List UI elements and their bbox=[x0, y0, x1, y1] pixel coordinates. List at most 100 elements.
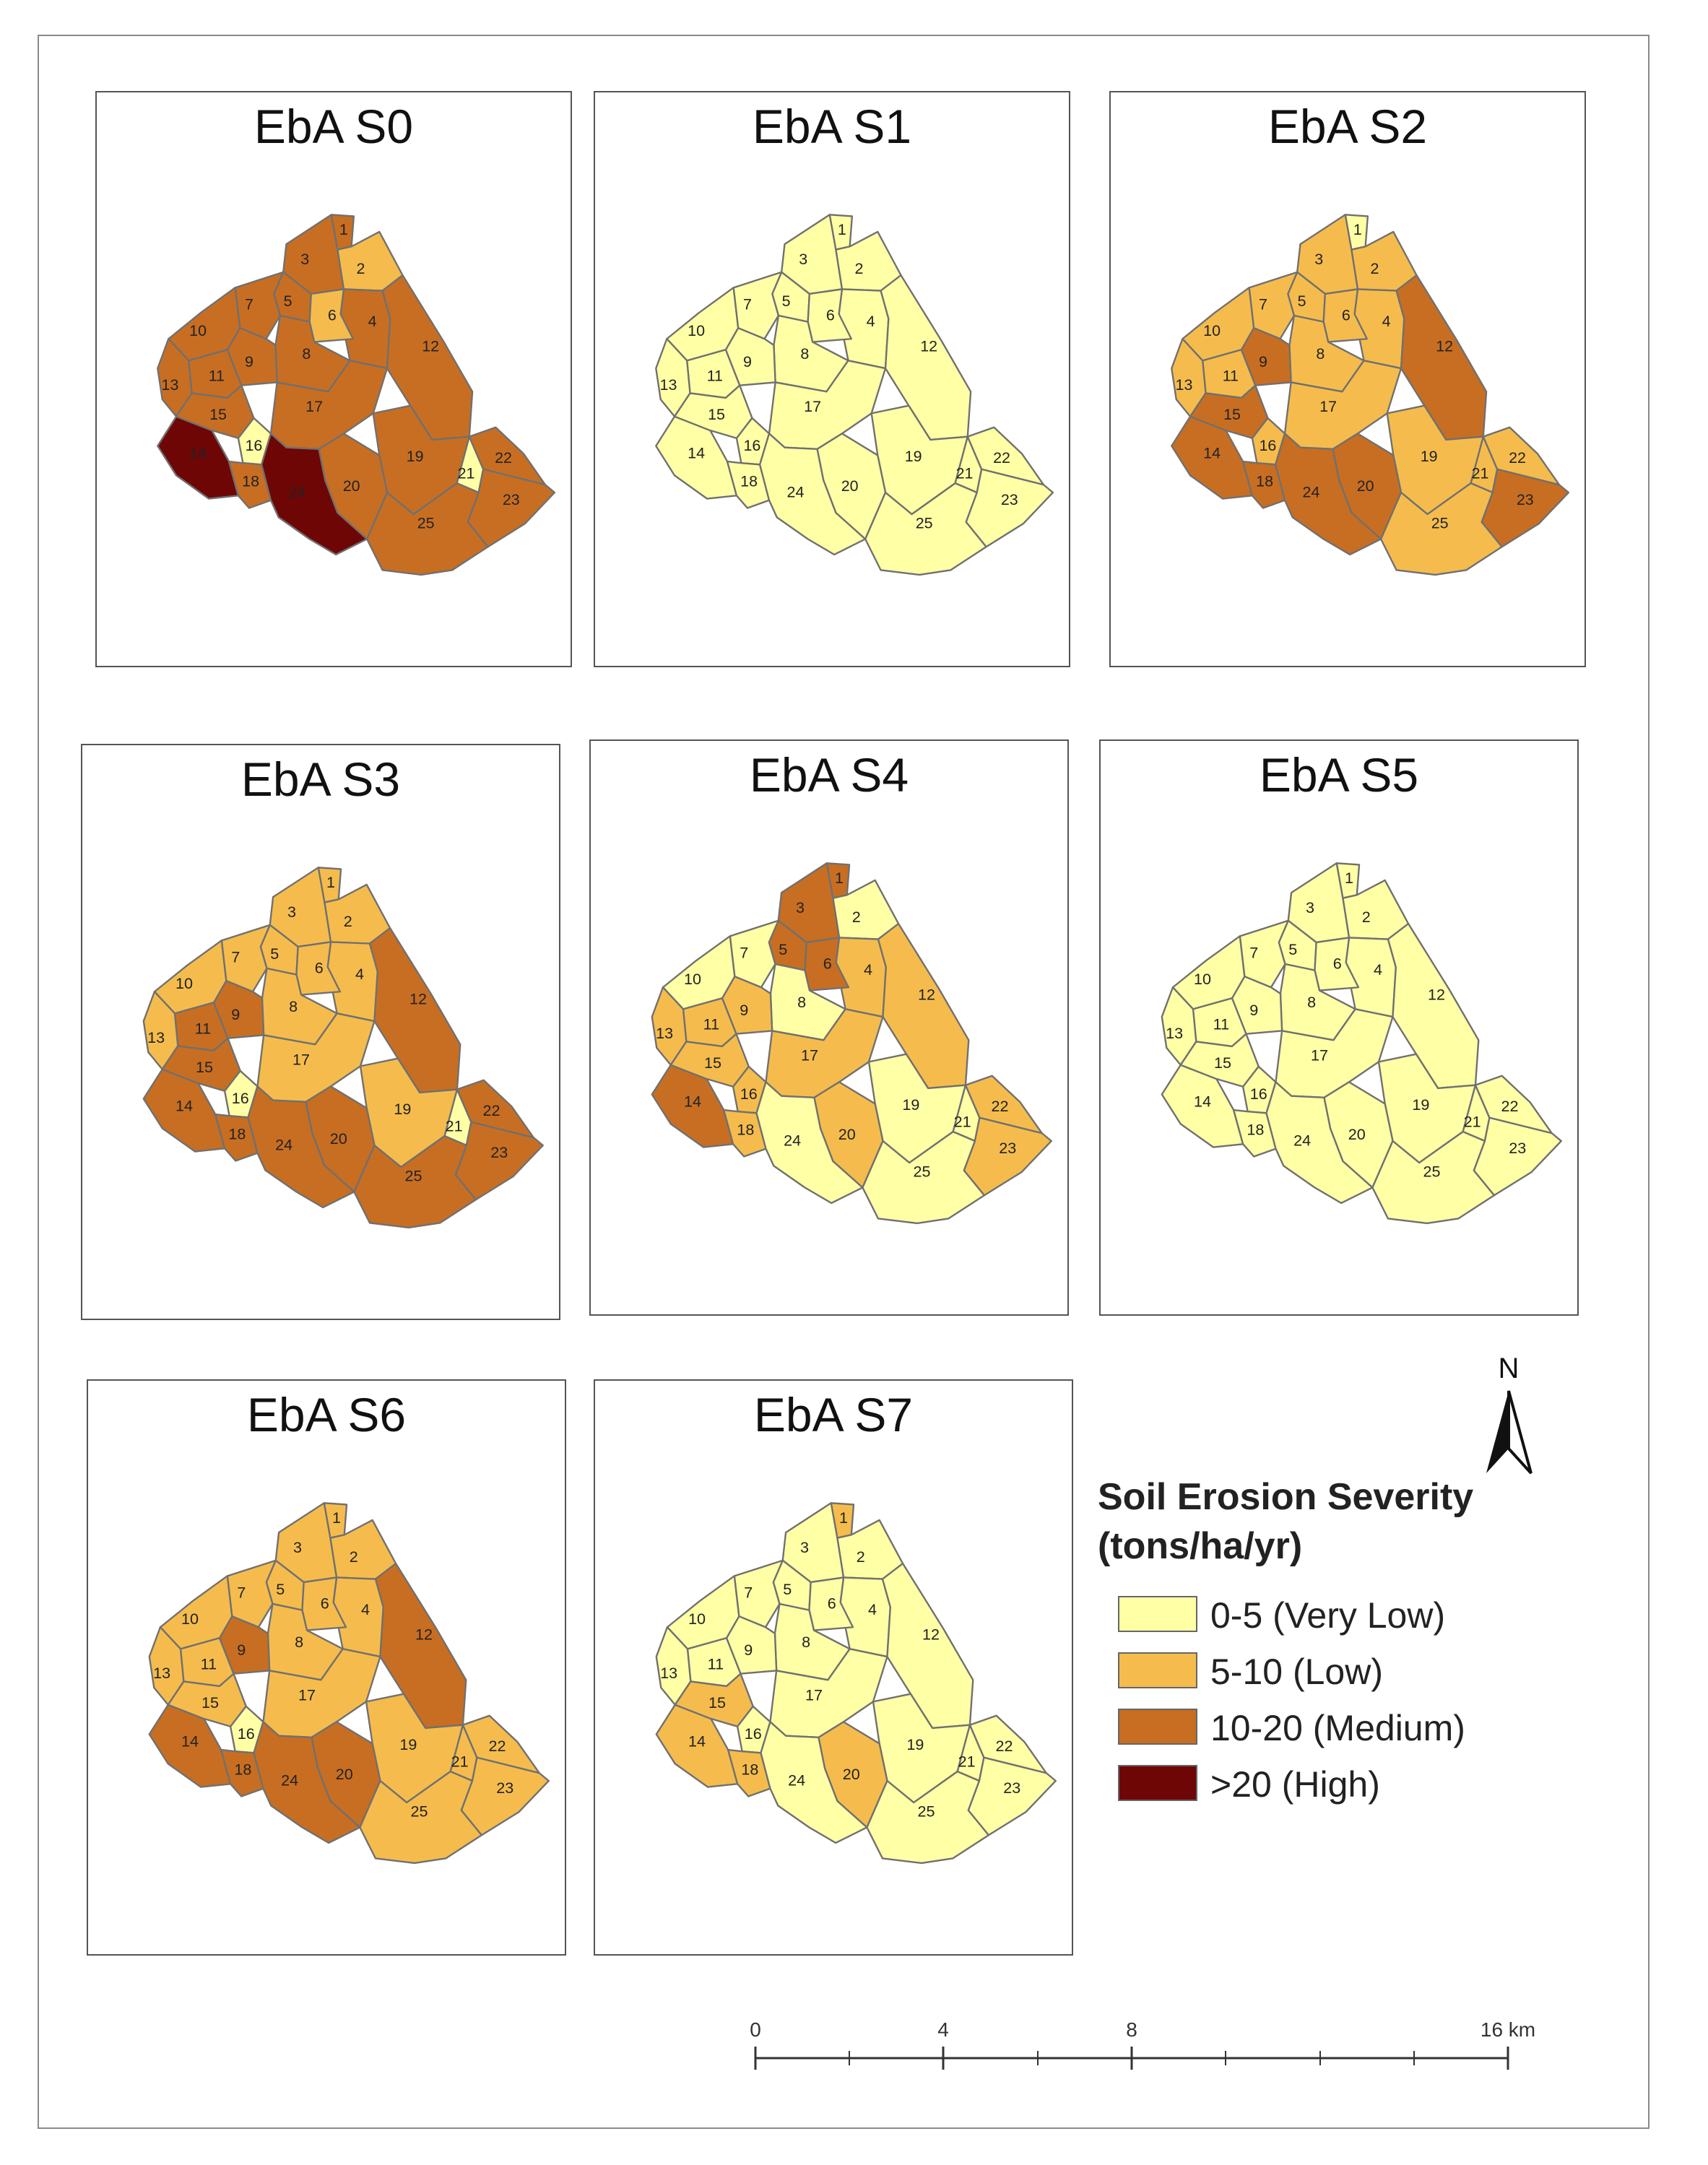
panel-title-s5: EbA S5 bbox=[1259, 748, 1419, 802]
zone-label-6-s1: 6 bbox=[826, 306, 835, 324]
zone-14-s7 bbox=[655, 1704, 739, 1788]
zone-label-9-s7: 9 bbox=[744, 1641, 753, 1659]
zone-25-s2 bbox=[1379, 482, 1503, 576]
zone-label-2-s2: 2 bbox=[1371, 260, 1379, 277]
zone-label-4-s5: 4 bbox=[1374, 961, 1382, 979]
zone-label-9-s1: 9 bbox=[743, 353, 752, 370]
zone-label-23-s5: 23 bbox=[1509, 1140, 1526, 1157]
panel-title-s6: EbA S6 bbox=[246, 1388, 407, 1441]
zone-label-7-s0: 7 bbox=[245, 295, 253, 313]
zone-label-22-s0: 22 bbox=[495, 449, 512, 467]
zone-label-8-s6: 8 bbox=[295, 1633, 303, 1651]
zone-label-3-s0: 3 bbox=[300, 251, 309, 268]
zone-label-22-s1: 22 bbox=[993, 449, 1010, 467]
legend-swatch-low bbox=[1118, 1652, 1197, 1688]
zone-label-4-s7: 4 bbox=[868, 1601, 877, 1618]
zone-label-14-s4: 14 bbox=[684, 1093, 701, 1111]
zone-label-11-s0: 11 bbox=[209, 367, 225, 384]
zone-label-6-s5: 6 bbox=[1333, 955, 1342, 972]
zone-24-s5 bbox=[1265, 1081, 1374, 1205]
zone-label-24-s4: 24 bbox=[784, 1132, 801, 1150]
zone-label-12-s6: 12 bbox=[415, 1626, 433, 1643]
zone-label-11-s1: 11 bbox=[707, 367, 723, 384]
zone-label-22-s2: 22 bbox=[1509, 449, 1526, 467]
zone-label-25-s4: 25 bbox=[913, 1163, 930, 1180]
zone-25-s6 bbox=[359, 1770, 483, 1865]
zone-label-23-s2: 23 bbox=[1517, 491, 1534, 508]
zone-label-6-s6: 6 bbox=[321, 1595, 329, 1612]
zone-label-19-s2: 19 bbox=[1421, 448, 1438, 465]
zone-label-5-s4: 5 bbox=[779, 941, 787, 958]
watershed-map-s2: 1234567891011121314151617181920212223242… bbox=[1171, 214, 1570, 576]
zone-label-2-s1: 2 bbox=[855, 260, 864, 277]
zone-label-17-s7: 17 bbox=[805, 1686, 823, 1704]
watershed-map-s0: 1234567891011121314151617181920212223242… bbox=[157, 214, 556, 576]
zone-label-8-s3: 8 bbox=[289, 998, 298, 1015]
zone-label-13-s6: 13 bbox=[153, 1665, 170, 1682]
zone-24-s7 bbox=[760, 1721, 868, 1844]
zone-label-20-s0: 20 bbox=[343, 477, 360, 495]
zone-25-s4 bbox=[862, 1130, 986, 1225]
zone-label-24-s7: 24 bbox=[788, 1772, 805, 1789]
zone-label-5-s6: 5 bbox=[276, 1581, 285, 1598]
scale-tick-8: 8 bbox=[1126, 2018, 1137, 2041]
zone-label-25-s7: 25 bbox=[917, 1802, 935, 1820]
zone-label-11-s5: 11 bbox=[1213, 1015, 1229, 1033]
zone-label-1-s5: 1 bbox=[1345, 869, 1353, 887]
zone-label-1-s7: 1 bbox=[839, 1509, 848, 1527]
zone-label-22-s3: 22 bbox=[482, 1102, 500, 1119]
zone-label-8-s1: 8 bbox=[800, 345, 809, 363]
zone-label-14-s1: 14 bbox=[688, 445, 705, 462]
zone-label-19-s1: 19 bbox=[905, 448, 922, 465]
watershed-map-s6: 1234567891011121314151617181920212223242… bbox=[148, 1502, 550, 1865]
zone-label-24-s1: 24 bbox=[787, 483, 805, 500]
zone-label-13-s2: 13 bbox=[1176, 376, 1193, 394]
zone-label-9-s4: 9 bbox=[740, 1002, 748, 1019]
zone-25-s5 bbox=[1371, 1130, 1496, 1225]
zone-label-20-s7: 20 bbox=[843, 1766, 860, 1783]
zone-14-s4 bbox=[651, 1064, 734, 1148]
zone-label-3-s7: 3 bbox=[800, 1539, 809, 1556]
zone-label-18-s3: 18 bbox=[228, 1125, 246, 1142]
legend-title-line1: Soil Erosion Severity bbox=[1098, 1476, 1474, 1518]
zone-label-8-s2: 8 bbox=[1316, 345, 1325, 363]
zone-label-13-s7: 13 bbox=[660, 1665, 677, 1682]
zone-label-18-s6: 18 bbox=[234, 1761, 251, 1778]
zone-label-17-s3: 17 bbox=[292, 1051, 310, 1068]
zone-label-5-s7: 5 bbox=[783, 1581, 792, 1598]
zone-label-19-s4: 19 bbox=[902, 1096, 919, 1114]
watershed-map-s1: 1234567891011121314151617181920212223242… bbox=[655, 214, 1054, 576]
zone-label-10-s2: 10 bbox=[1203, 322, 1221, 339]
zone-14-s0 bbox=[157, 415, 240, 500]
zone-label-19-s7: 19 bbox=[906, 1736, 924, 1753]
zone-label-1-s2: 1 bbox=[1353, 221, 1362, 238]
zone-label-9-s3: 9 bbox=[231, 1006, 240, 1023]
legend-label-medium: 10-20 (Medium) bbox=[1210, 1708, 1465, 1748]
legend-label-high: >20 (High) bbox=[1210, 1764, 1380, 1805]
zone-label-20-s6: 20 bbox=[336, 1766, 353, 1783]
zone-25-s3 bbox=[353, 1134, 477, 1229]
zone-label-18-s7: 18 bbox=[741, 1761, 758, 1778]
zone-label-9-s5: 9 bbox=[1249, 1002, 1258, 1019]
zone-label-3-s5: 3 bbox=[1306, 899, 1314, 916]
zone-label-10-s5: 10 bbox=[1194, 971, 1211, 988]
north-label: N bbox=[1499, 1353, 1520, 1384]
watershed-map-s4: 1234567891011121314151617181920212223242… bbox=[651, 862, 1052, 1225]
zone-label-13-s3: 13 bbox=[147, 1029, 165, 1046]
zone-label-20-s1: 20 bbox=[841, 477, 859, 495]
zone-label-11-s7: 11 bbox=[708, 1655, 724, 1672]
zone-label-23-s4: 23 bbox=[999, 1140, 1016, 1157]
zone-label-7-s7: 7 bbox=[744, 1584, 753, 1601]
zone-14-s2 bbox=[1171, 415, 1254, 500]
zone-label-12-s7: 12 bbox=[922, 1626, 940, 1643]
zone-label-14-s2: 14 bbox=[1203, 445, 1221, 462]
zone-label-23-s1: 23 bbox=[1001, 491, 1018, 508]
zone-label-1-s3: 1 bbox=[326, 874, 335, 891]
zone-label-13-s5: 13 bbox=[1166, 1025, 1183, 1042]
scale-bar: 0 4 8 16 km bbox=[750, 2018, 1535, 2070]
scale-tick-0: 0 bbox=[750, 2018, 761, 2041]
zone-label-22-s4: 22 bbox=[991, 1098, 1008, 1115]
zone-label-16-s5: 16 bbox=[1250, 1085, 1267, 1103]
panel-title-s2: EbA S2 bbox=[1267, 100, 1428, 153]
zone-14-s3 bbox=[142, 1068, 226, 1153]
